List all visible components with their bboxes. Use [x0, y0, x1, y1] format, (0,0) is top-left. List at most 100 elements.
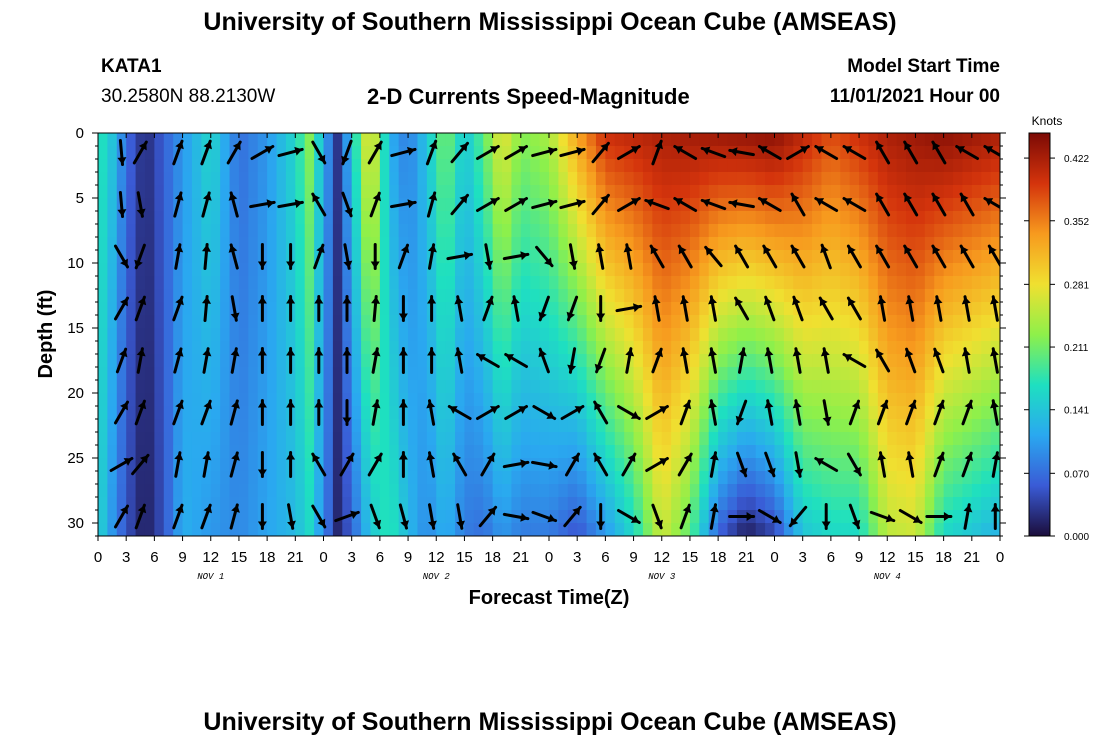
- current-arrow-head: [137, 401, 147, 410]
- heatmap-cell: [285, 523, 296, 536]
- colorbar-tick-label: 0.352: [1064, 217, 1089, 228]
- heatmap-cell: [191, 445, 202, 459]
- current-arrow-head: [595, 244, 605, 253]
- heatmap-cell: [426, 276, 437, 290]
- heatmap-cell: [342, 211, 353, 225]
- current-arrow-head: [538, 311, 547, 320]
- heatmap-cell: [304, 393, 315, 407]
- heatmap-cell: [455, 159, 466, 173]
- heatmap-cell: [398, 523, 409, 536]
- heatmap-cell: [906, 289, 917, 303]
- heatmap-cell: [774, 263, 785, 277]
- heatmap-cell: [990, 445, 1000, 459]
- heatmap-cell: [379, 484, 390, 498]
- heatmap-cell: [539, 328, 550, 342]
- heatmap-cell: [595, 133, 606, 147]
- heatmap-cell: [502, 419, 513, 433]
- heatmap-cell: [652, 276, 663, 290]
- current-arrow: [990, 503, 1000, 530]
- heatmap-cell: [577, 263, 588, 277]
- current-arrow-head: [709, 452, 719, 461]
- heatmap-cell: [135, 393, 146, 407]
- heatmap-cell: [774, 354, 785, 368]
- heatmap-cell: [455, 484, 466, 498]
- current-arrow-head: [984, 198, 994, 206]
- heatmap-cell: [624, 172, 635, 186]
- heatmap-cell: [398, 380, 409, 394]
- current-arrow-head: [264, 146, 273, 154]
- current-arrow: [933, 399, 945, 426]
- heatmap-cell: [520, 276, 531, 290]
- heatmap-cell: [812, 289, 823, 303]
- heatmap-cell: [605, 237, 616, 251]
- heatmap-cell: [755, 510, 766, 524]
- heatmap-cell: [821, 341, 832, 355]
- heatmap-cell: [877, 497, 888, 511]
- heatmap-cell: [445, 224, 456, 238]
- heatmap-cell: [736, 380, 747, 394]
- heatmap-cell: [238, 289, 249, 303]
- heatmap-cell: [924, 276, 935, 290]
- heatmap-cell: [473, 367, 484, 381]
- current-arrow-head: [819, 298, 828, 307]
- heatmap-cell: [661, 237, 672, 251]
- current-arrow-head: [518, 406, 527, 414]
- heatmap-cell: [248, 250, 259, 264]
- heatmap-cell: [220, 315, 231, 329]
- heatmap-cell: [210, 497, 221, 511]
- current-arrow-head: [567, 364, 577, 373]
- heatmap-cell: [126, 237, 137, 251]
- heatmap-cell: [840, 341, 851, 355]
- heatmap-cell: [163, 354, 174, 368]
- heatmap-cell: [445, 341, 456, 355]
- heatmap-cell: [351, 133, 362, 147]
- heatmap-cell: [689, 133, 700, 147]
- heatmap-cell: [332, 289, 343, 303]
- current-arrow: [728, 512, 756, 521]
- current-arrow: [959, 192, 975, 217]
- heatmap-cell: [652, 263, 663, 277]
- heatmap-cell: [783, 484, 794, 498]
- heatmap-cell: [370, 172, 381, 186]
- heatmap-cell: [614, 380, 625, 394]
- heatmap-cell: [473, 471, 484, 485]
- heatmap-cell: [408, 146, 419, 160]
- heatmap-cell: [445, 211, 456, 225]
- heatmap-cell: [135, 432, 146, 446]
- heatmap-cell: [812, 159, 823, 173]
- heatmap-cell: [276, 458, 287, 472]
- heatmap-cell: [859, 367, 870, 381]
- current-arrow-head: [400, 520, 409, 529]
- current-arrow: [679, 503, 692, 530]
- heatmap-cell: [830, 172, 841, 186]
- heatmap-cell: [877, 237, 888, 251]
- heatmap-cell: [191, 263, 202, 277]
- heatmap-cell: [351, 432, 362, 446]
- heatmap-cell: [577, 198, 588, 212]
- heatmap-cell: [351, 471, 362, 485]
- heatmap-cell: [539, 289, 550, 303]
- heatmap-cell: [558, 432, 569, 446]
- heatmap-cell: [248, 484, 259, 498]
- heatmap-cell: [783, 302, 794, 316]
- heatmap-cell: [605, 146, 616, 160]
- heatmap-cell: [849, 497, 860, 511]
- heatmap-cell: [896, 367, 907, 381]
- heatmap-cell: [191, 211, 202, 225]
- heatmap-cell: [173, 237, 184, 251]
- colorbar-unit-label: Knots: [1032, 114, 1063, 128]
- current-arrow-head: [594, 363, 604, 372]
- heatmap-cell: [323, 419, 334, 433]
- heatmap-cell: [567, 432, 578, 446]
- heatmap-cell: [304, 211, 315, 225]
- heatmap-cell: [201, 224, 212, 238]
- heatmap-cell: [116, 445, 127, 459]
- heatmap-cell: [314, 445, 325, 459]
- heatmap-cell: [98, 393, 108, 407]
- current-arrow-head: [484, 260, 494, 269]
- heatmap-cell: [595, 263, 606, 277]
- heatmap-cell: [351, 237, 362, 251]
- heatmap-cell: [370, 393, 381, 407]
- heatmap-cell: [624, 185, 635, 199]
- heatmap-cell: [812, 393, 823, 407]
